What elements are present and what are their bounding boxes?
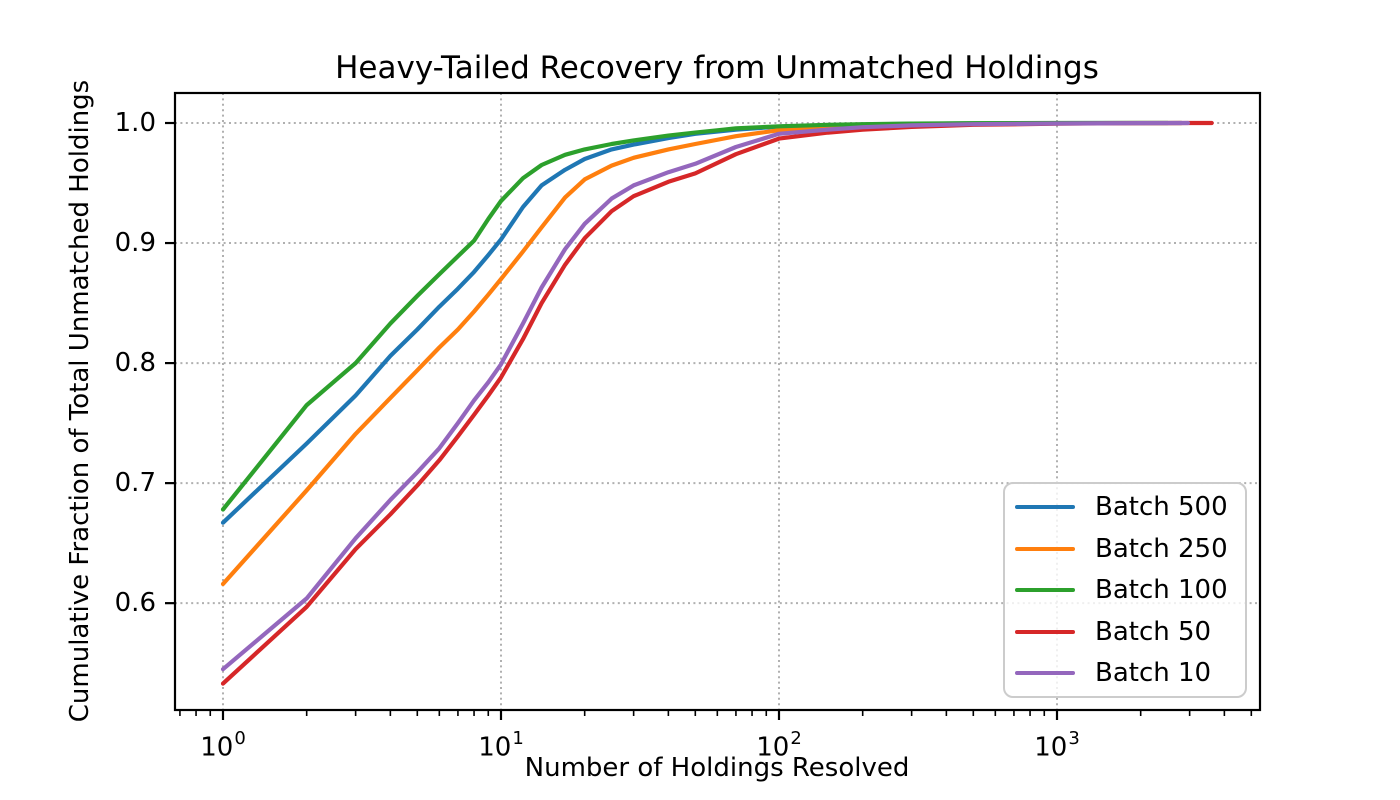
y-tick-label: 0.9	[114, 228, 156, 258]
x-tick-label: 100	[200, 728, 246, 763]
series-line-batch-100	[220, 120, 1170, 512]
y-axis-label: Cumulative Fraction of Total Unmatched H…	[65, 79, 95, 723]
legend-item-label: Batch 100	[1095, 575, 1228, 605]
legend-line-swatch	[1015, 629, 1075, 634]
legend-item: Batch 10	[1005, 654, 1245, 692]
series-line-batch-500	[220, 120, 1184, 525]
legend: Batch 500 Batch 250 Batch 100 Batch 50 B…	[1003, 482, 1247, 698]
legend-item-label: Batch 500	[1095, 492, 1228, 522]
x-tick-label: 102	[756, 728, 802, 763]
y-tick-label: 0.7	[114, 468, 156, 498]
legend-line-swatch	[1015, 505, 1075, 509]
x-tick-label: 101	[478, 728, 524, 763]
x-tick-exponent: 2	[790, 728, 802, 749]
legend-item-label: Batch 10	[1095, 658, 1212, 688]
legend-item-label: Batch 250	[1095, 533, 1228, 564]
legend-line-swatch	[1015, 588, 1075, 592]
legend-item: Batch 50	[1005, 613, 1245, 651]
x-tick-label: 103	[1034, 728, 1080, 763]
x-tick-exponent: 1	[512, 728, 524, 749]
legend-line-swatch	[1015, 671, 1075, 675]
y-tick-label: 0.8	[114, 348, 156, 378]
x-axis-label: Number of Holdings Resolved	[524, 753, 910, 783]
legend-item: Batch 100	[1005, 571, 1245, 609]
x-tick-exponent: 0	[234, 728, 246, 749]
legend-item: Batch 500	[1005, 488, 1245, 526]
x-tick-exponent: 3	[1068, 728, 1080, 749]
legend-item-label: Batch 50	[1095, 616, 1212, 647]
y-tick-label: 1.0	[114, 108, 156, 138]
series-line-batch-10	[220, 120, 1191, 672]
chart-title: Heavy-Tailed Recovery from Unmatched Hol…	[335, 50, 1099, 86]
legend-item: Batch 250	[1005, 530, 1245, 568]
y-tick-label: 0.6	[114, 588, 156, 618]
legend-line-swatch	[1015, 546, 1075, 551]
